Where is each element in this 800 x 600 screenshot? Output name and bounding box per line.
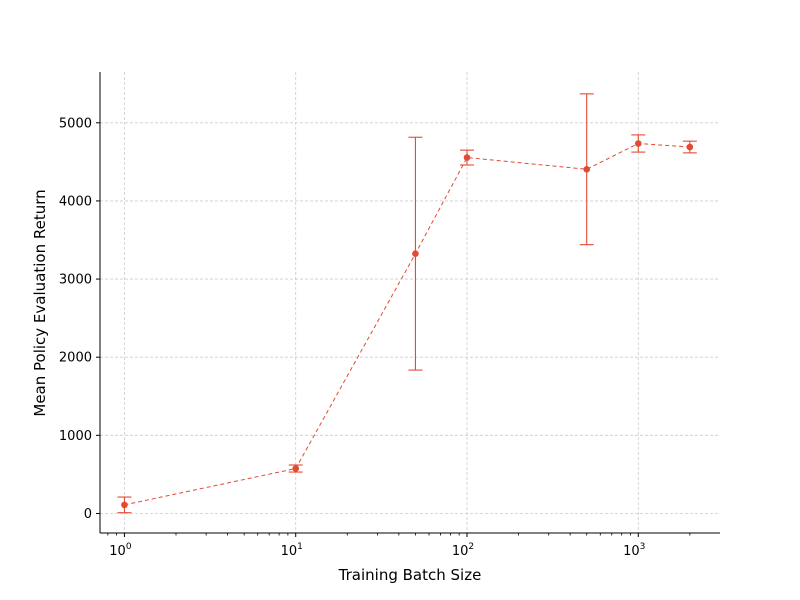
ticks: 0 1000 2000 3000 4000 5000 100 101 102 103 — [59, 116, 691, 559]
data-point — [583, 165, 591, 173]
y-tick-label: 0 — [84, 507, 92, 522]
data-point — [121, 501, 128, 509]
series-group — [117, 93, 697, 514]
grid-lines — [100, 72, 720, 533]
series-line — [124, 142, 690, 506]
data-point — [686, 143, 694, 151]
y-tick-label: 3000 — [59, 273, 92, 288]
x-tick-label: 102 — [452, 542, 474, 559]
x-tick-label: 103 — [623, 542, 645, 559]
data-point — [634, 140, 642, 147]
data-point — [412, 250, 419, 257]
y-tick-label: 2000 — [59, 351, 92, 366]
y-tick-label: 5000 — [59, 116, 92, 131]
axes — [99, 72, 720, 534]
x-tick-label: 101 — [281, 542, 303, 559]
x-axis-label: Training Batch Size — [338, 566, 482, 584]
y-axis-label: Mean Policy Evaluation Return — [31, 189, 49, 416]
y-tick-label: 4000 — [59, 194, 92, 209]
data-point — [463, 154, 471, 161]
data-point — [292, 465, 300, 472]
y-tick-label: 1000 — [59, 429, 92, 444]
x-tick-label: 100 — [109, 542, 132, 559]
